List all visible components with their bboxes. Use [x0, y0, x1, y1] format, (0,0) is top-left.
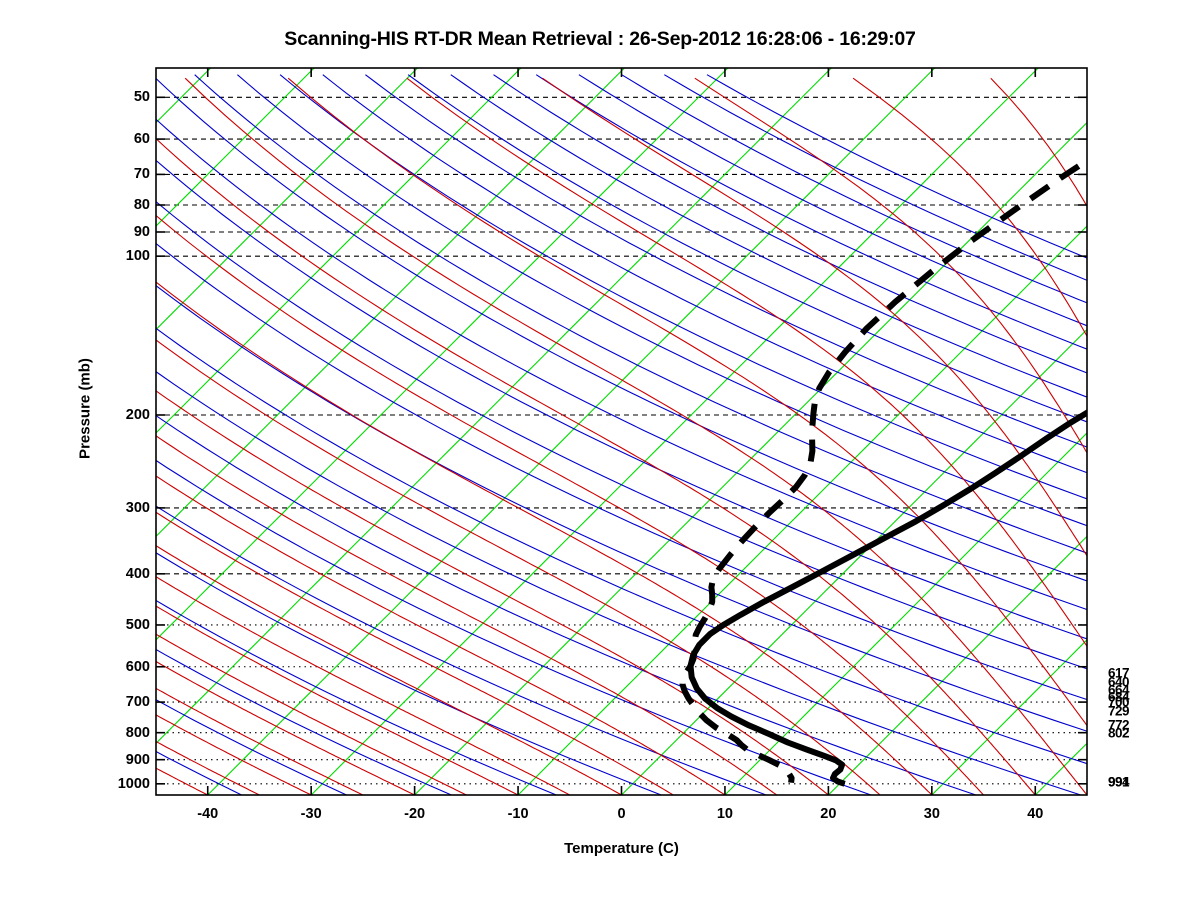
x-tick-label: -40	[197, 806, 219, 822]
y-tick-label: 1000	[117, 775, 150, 792]
y-tick-label: 80	[133, 197, 150, 213]
axis-frame	[155, 67, 1088, 796]
x-tick-label: 20	[820, 806, 837, 822]
profile-temperature	[687, 409, 1087, 787]
y-tick-label: 600	[125, 658, 150, 675]
y-tick-label: 60	[133, 131, 150, 148]
side-pressure-label: 991	[1108, 773, 1130, 789]
profile-dewpoint	[679, 157, 1087, 784]
x-tick-label: 40	[1027, 806, 1044, 822]
y-tick-label: 100	[125, 248, 150, 265]
y-axis-tick-labels: 50 60 70 80 90 100 200 300 400 500 600 700 800 900 100…	[82, 0, 150, 900]
y-tick-label: 300	[125, 499, 150, 516]
y-tick-label: 500	[125, 616, 150, 633]
profile-curves	[679, 157, 1087, 787]
side-pressure-label: 994	[1108, 774, 1130, 790]
y-tick-label: 400	[125, 565, 150, 582]
y-tick-label: 90	[133, 223, 150, 240]
x-tick-label: -20	[404, 806, 426, 822]
y-tick-label: 800	[125, 724, 150, 741]
dry-adiabat-lines	[156, 74, 1087, 795]
y-tick-label: 700	[125, 694, 150, 711]
page-title: Scanning-HIS RT-DR Mean Retrieval : 26-S…	[284, 28, 916, 50]
y-tick-label: 70	[133, 166, 150, 183]
x-tick-label: 30	[923, 806, 940, 822]
side-pressure-label: 700	[1108, 694, 1130, 710]
side-pressure-label: 772	[1108, 716, 1130, 732]
side-pressure-label: 802	[1108, 725, 1130, 741]
y-tick-label: 200	[125, 406, 150, 423]
x-tick-label: 0	[617, 806, 626, 822]
side-pressure-label: 617	[1108, 665, 1130, 681]
side-pressure-label: 684	[1108, 689, 1130, 705]
grid-lines	[156, 96, 1087, 785]
y-tick-label: 50	[133, 89, 150, 106]
moist-adiabat-lines	[156, 77, 1087, 795]
x-tick-label: -30	[300, 806, 322, 822]
x-axis-label: Temperature (C)	[564, 840, 679, 857]
side-pressure-label: 640	[1108, 673, 1130, 689]
x-tick-label: 10	[716, 806, 733, 822]
x-tick-label: -10	[507, 806, 529, 822]
y-tick-label: 900	[125, 751, 150, 768]
side-pressure-label: 729	[1108, 703, 1130, 719]
side-pressure-label: 664	[1108, 682, 1130, 698]
